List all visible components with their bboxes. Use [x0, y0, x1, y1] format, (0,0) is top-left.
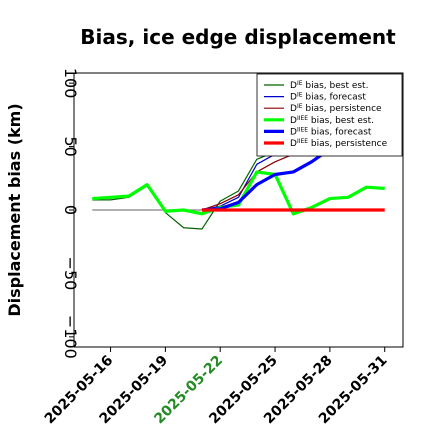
y-tick-label-group: −50 — [61, 257, 80, 291]
y-tick-label: 0 — [61, 205, 80, 215]
legend-entry-4: DIIEE bias, best est. — [290, 115, 374, 126]
y-axis-label-group: Displacement bias (km) — [5, 103, 24, 316]
legend-entry-5: DIIEE bias, forecast — [290, 126, 372, 137]
legend: DIE bias, best est.DIE bias, forecastDIE… — [256, 73, 403, 157]
legend-entry-6: DIIEE bias, persistence — [290, 138, 388, 149]
y-tick-label-group: −100 — [61, 315, 80, 359]
y-tick-label: −50 — [61, 257, 80, 291]
legend-entry-2: DIE bias, forecast — [290, 92, 366, 103]
chart-title: Bias, ice edge displacement — [80, 25, 396, 49]
y-tick-label-group: 100 — [61, 68, 80, 99]
y-tick-label: 100 — [61, 68, 80, 99]
legend-entry-3: DIE bias, persistence — [290, 103, 382, 114]
y-tick-label-group: 50 — [61, 136, 80, 156]
legend-entry-1: DIE bias, best est. — [290, 80, 368, 91]
y-tick-label-group: 0 — [61, 205, 80, 215]
y-axis-label: Displacement bias (km) — [5, 103, 24, 316]
series-line-4 — [92, 170, 385, 216]
y-tick-label: 50 — [61, 136, 80, 156]
y-tick-label: −100 — [61, 315, 80, 359]
